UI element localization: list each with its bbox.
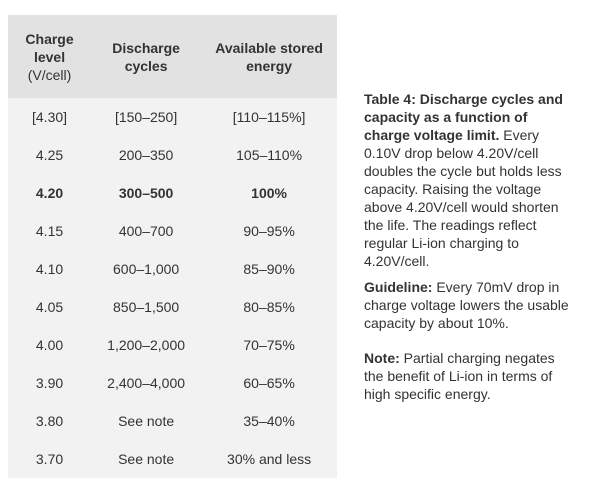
table-cell: 4.00 xyxy=(8,326,92,364)
caption-text: Every 0.10V drop below 4.20V/cell double… xyxy=(364,127,562,269)
table-cell: 4.15 xyxy=(8,212,92,250)
table-cell: 60–65% xyxy=(201,364,337,402)
table-cell: [150–250] xyxy=(91,98,202,136)
caption-text: Partial charging negates the benefit of … xyxy=(364,350,555,402)
caption-lead: Table 4: Discharge cycles and capacity a… xyxy=(364,91,563,143)
header-label: Discharge cycles xyxy=(112,39,180,74)
table-cell: 4.20 xyxy=(8,174,92,212)
column-header: Charge level (V/cell) xyxy=(8,15,92,98)
header-unit: (V/cell) xyxy=(27,66,72,83)
table-cell: See note xyxy=(91,402,202,440)
header-label: Charge level xyxy=(25,30,74,65)
table-cell: 4.10 xyxy=(8,250,92,288)
table-cell: 35–40% xyxy=(201,402,337,440)
table-cell: 100% xyxy=(201,174,337,212)
table-cell: 400–700 xyxy=(91,212,202,250)
table-cell: 3.70 xyxy=(8,440,92,478)
table-row: 3.80 See note 35–40% xyxy=(8,402,337,440)
table-row: 4.25 200–350 105–110% xyxy=(8,136,337,174)
table-cell: 2,400–4,000 xyxy=(91,364,202,402)
table-cell: 1,200–2,000 xyxy=(91,326,202,364)
caption-lead: Guideline: xyxy=(364,279,433,295)
caption-paragraph: Note: Partial charging negates the benef… xyxy=(364,349,572,403)
table-cell: 3.80 xyxy=(8,402,92,440)
table-cell: See note xyxy=(91,440,202,478)
column-header: Discharge cycles xyxy=(91,15,202,98)
table-cell: 85–90% xyxy=(201,250,337,288)
column-header: Available stored energy xyxy=(201,15,337,98)
table-cell: 200–350 xyxy=(91,136,202,174)
caption-text: Every 70mV drop in charge voltage lowers… xyxy=(364,279,569,331)
table-row: 4.15 400–700 90–95% xyxy=(8,212,337,250)
table-cell: 3.90 xyxy=(8,364,92,402)
table-cell: 300–500 xyxy=(91,174,202,212)
caption-lead: Note: xyxy=(364,350,400,366)
table-row: 3.90 2,400–4,000 60–65% xyxy=(8,364,337,402)
charge-table: Charge level (V/cell) Discharge cycles Avai… xyxy=(8,15,337,478)
table-row: 3.70 See note 30% and less xyxy=(8,440,337,478)
caption-paragraph: Guideline: Every 70mV drop in charge vol… xyxy=(364,278,572,332)
header-label: Available stored energy xyxy=(215,39,323,74)
caption-paragraph: Table 4: Discharge cycles and capacity a… xyxy=(364,90,572,270)
table-row: 4.10 600–1,000 85–90% xyxy=(8,250,337,288)
table-row: [4.30] [150–250] [110–115%] xyxy=(8,98,337,136)
table-cell: 850–1,500 xyxy=(91,288,202,326)
caption: Table 4: Discharge cycles and capacity a… xyxy=(364,90,572,411)
table-cell: 80–85% xyxy=(201,288,337,326)
table-cell: [110–115%] xyxy=(201,98,337,136)
table-cell: 4.25 xyxy=(8,136,92,174)
table-cell: 70–75% xyxy=(201,326,337,364)
table-row: 4.05 850–1,500 80–85% xyxy=(8,288,337,326)
table-row: 4.00 1,200–2,000 70–75% xyxy=(8,326,337,364)
table-cell: 30% and less xyxy=(201,440,337,478)
table-cell: 105–110% xyxy=(201,136,337,174)
header-row: Charge level (V/cell) Discharge cycles Avai… xyxy=(8,15,337,98)
table-cell: 600–1,000 xyxy=(91,250,202,288)
table-cell: [4.30] xyxy=(8,98,92,136)
table-cell: 90–95% xyxy=(201,212,337,250)
table-cell: 4.05 xyxy=(8,288,92,326)
table-row: 4.20 300–500 100% xyxy=(8,174,337,212)
